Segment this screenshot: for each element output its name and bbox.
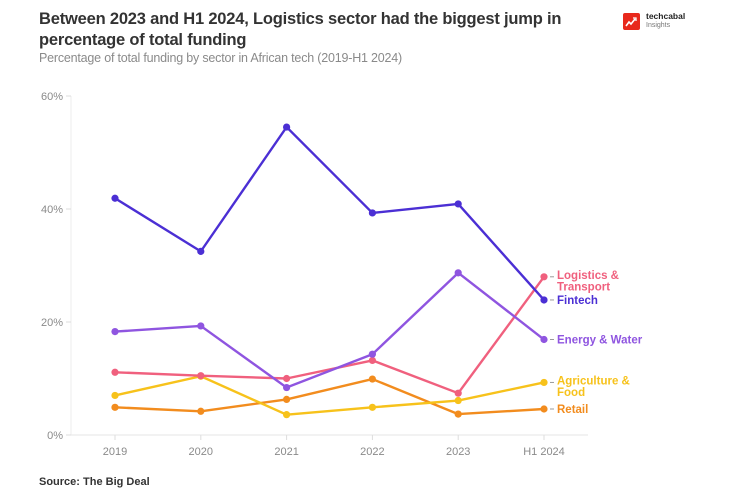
- series-label: Fintech: [557, 295, 598, 307]
- series-label: Transport: [557, 281, 610, 293]
- data-point: [111, 194, 119, 202]
- data-point: [111, 391, 119, 400]
- series-line: [114, 375, 545, 416]
- chart-title: Between 2023 and H1 2024, Logistics sect…: [39, 10, 562, 49]
- chart-subtitle: Percentage of total funding by sector in…: [39, 51, 403, 65]
- x-tick-label: 2021: [274, 446, 298, 458]
- data-point: [454, 200, 462, 208]
- data-point: [197, 407, 205, 415]
- y-tick-label: 40%: [41, 204, 63, 216]
- data-point: [368, 403, 376, 411]
- series-agriculture-food: [111, 372, 548, 419]
- data-point: [368, 356, 376, 365]
- data-point: [540, 335, 548, 344]
- data-point: [283, 123, 291, 131]
- data-point: [111, 368, 119, 376]
- series-label: Energy & Water: [557, 335, 643, 347]
- data-point: [283, 383, 291, 392]
- series-line: [114, 125, 545, 301]
- series-line: [114, 377, 545, 416]
- logo-subtitle: Insights: [646, 22, 671, 29]
- x-tick-label: 2020: [189, 446, 213, 458]
- data-point: [111, 403, 119, 411]
- data-point: [540, 405, 548, 413]
- x-tick-label: 2023: [446, 446, 470, 458]
- data-point: [540, 296, 548, 304]
- series-retail: [111, 375, 548, 418]
- x-tick-label: 2022: [360, 446, 384, 458]
- data-point: [368, 375, 376, 383]
- y-tick-label: 60%: [41, 91, 63, 103]
- series-labels: Fintech Logistics &Transport Energy & Wate…: [550, 270, 643, 416]
- trend-arrow-icon: [623, 12, 640, 30]
- data-point: [540, 378, 548, 387]
- series-energy-water: [111, 269, 548, 392]
- x-tick-label: H1 2024: [523, 446, 565, 458]
- data-point: [368, 350, 376, 358]
- y-tick-label: 20%: [41, 317, 63, 329]
- data-point: [368, 209, 376, 217]
- source-note: Source: The Big Deal: [39, 476, 150, 488]
- data-point: [454, 269, 462, 277]
- data-point: [454, 396, 462, 405]
- series-label: Food: [557, 387, 585, 399]
- data-point: [454, 410, 462, 418]
- series-line: [114, 276, 545, 395]
- series-label: Retail: [557, 404, 588, 416]
- techcabal-logo: techcabal Insights: [623, 12, 685, 30]
- data-point: [454, 389, 462, 397]
- y-tick-label: 0%: [47, 430, 63, 442]
- series-line: [114, 271, 545, 389]
- chart-axes: 0% 20% 40% 60% 2019 2020 2021 2022 2023 H1 2024: [41, 91, 588, 458]
- data-point: [197, 322, 205, 330]
- series-label: Logistics &: [557, 270, 619, 282]
- data-point: [283, 411, 291, 419]
- data-point: [111, 328, 119, 336]
- data-point: [197, 247, 205, 255]
- series-fintech: [111, 123, 548, 304]
- series-label: Agriculture &: [557, 375, 630, 387]
- data-point: [283, 374, 291, 383]
- data-point: [540, 273, 548, 281]
- data-point: [197, 372, 205, 380]
- chart-series: [111, 123, 548, 419]
- logo-name: techcabal: [646, 11, 686, 21]
- data-point: [283, 395, 291, 404]
- series-logistics-transport: [111, 273, 548, 397]
- x-tick-label: 2019: [103, 446, 127, 458]
